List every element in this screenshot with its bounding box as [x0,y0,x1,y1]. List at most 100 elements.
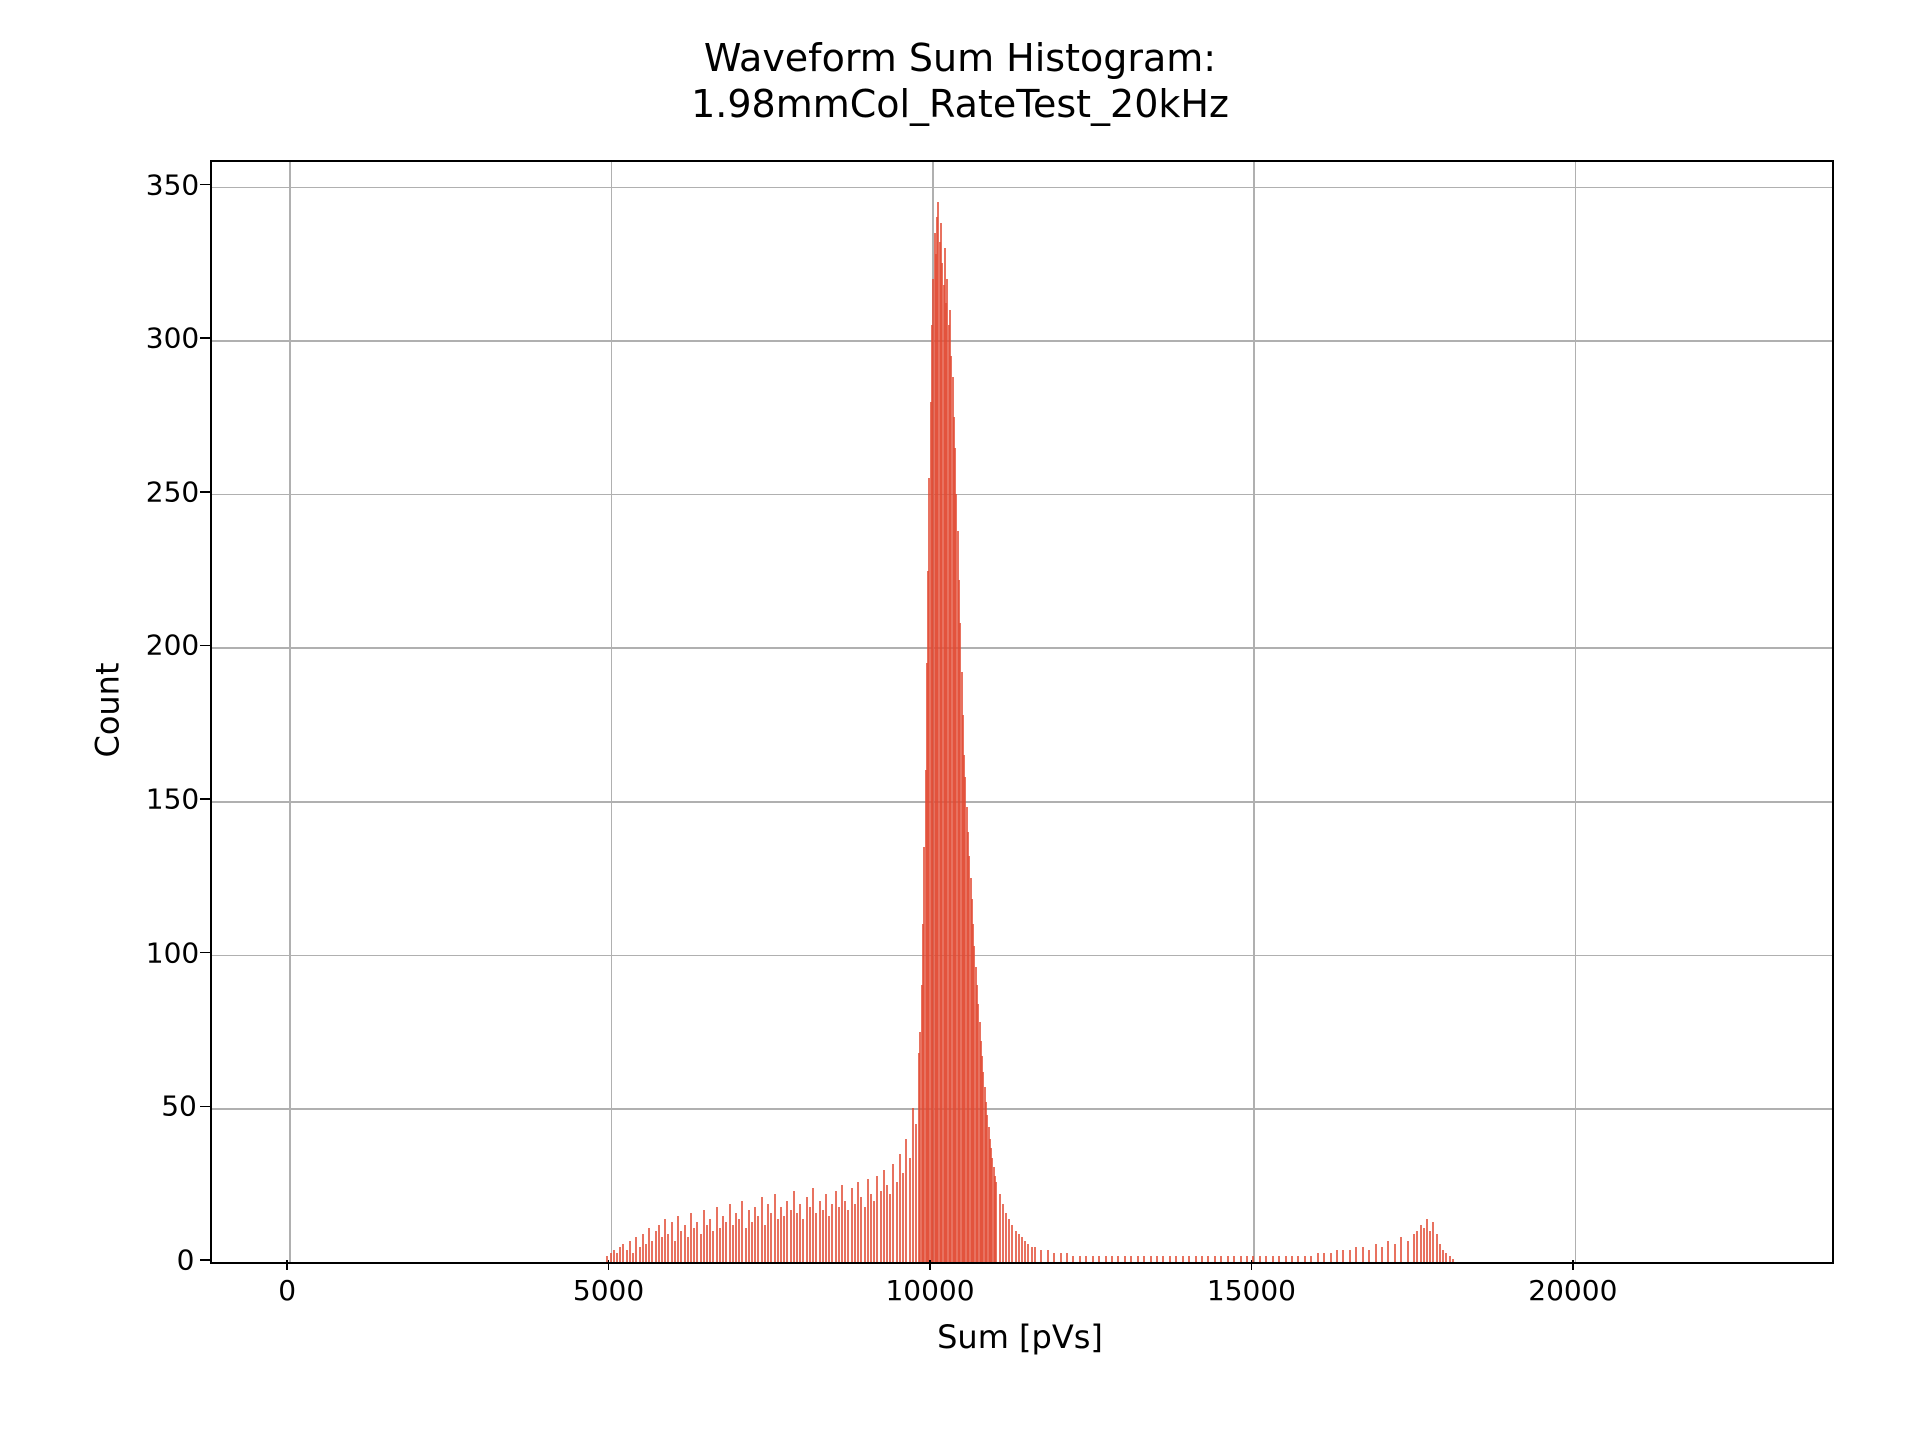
histogram-bar [793,1191,795,1262]
histogram-bar [680,1231,682,1262]
histogram-bar [1130,1256,1132,1262]
histogram-bar [651,1241,653,1263]
histogram-bar [722,1216,724,1262]
histogram-bar [880,1191,882,1262]
histogram-bar [642,1234,644,1262]
x-tick-label: 15000 [1207,1274,1296,1307]
histogram-bar [1124,1256,1126,1262]
histogram-bar [1027,1244,1029,1262]
histogram-bar [770,1213,772,1262]
histogram-bar [767,1204,769,1262]
histogram-bar [873,1201,875,1262]
histogram-bar [995,1182,997,1262]
x-tick [286,1260,288,1270]
histogram-bar [905,1139,907,1262]
y-tick [200,952,210,954]
histogram-bar [1220,1256,1222,1262]
histogram-bar [1233,1256,1235,1262]
x-tick [1251,1260,1253,1270]
x-tick [1572,1260,1574,1270]
x-tick [929,1260,931,1270]
gridline-h [212,801,1832,803]
histogram-bar [1285,1256,1287,1262]
histogram-bar [1330,1253,1332,1262]
histogram-bar [1413,1234,1415,1262]
histogram-bar [658,1225,660,1262]
histogram-bar [619,1247,621,1262]
histogram-bar [1053,1253,1055,1262]
y-tick [200,645,210,647]
gridline-h [212,1262,1832,1264]
histogram-bar [645,1244,647,1262]
histogram-bar [860,1197,862,1262]
histogram-bar [1445,1253,1447,1262]
histogram-bar [1416,1231,1418,1262]
histogram-bar [809,1207,811,1262]
histogram-bar [639,1247,641,1262]
histogram-bar [738,1219,740,1262]
histogram-bar [1066,1253,1068,1262]
histogram-bar [1188,1256,1190,1262]
histogram-bar [1011,1225,1013,1262]
histogram-bar [1259,1256,1261,1262]
y-tick-label: 50 [161,1090,197,1123]
y-tick [200,1259,210,1261]
histogram-bar [1355,1247,1357,1262]
histogram-bar [1336,1250,1338,1262]
histogram-bar [748,1210,750,1262]
histogram-bar [847,1210,849,1262]
histogram-bar [1195,1256,1197,1262]
histogram-bar [655,1231,657,1262]
histogram-bar [1137,1256,1139,1262]
histogram-bar [1201,1256,1203,1262]
histogram-bar [1117,1256,1119,1262]
chart-title-line2: 1.98mmCol_RateTest_20kHz [0,82,1920,126]
histogram-bar [1156,1256,1158,1262]
histogram-bar [1085,1256,1087,1262]
histogram-bar [729,1204,731,1262]
histogram-bar [757,1216,759,1262]
y-tick-label: 300 [146,322,199,355]
histogram-bar [883,1170,885,1262]
histogram-bar [635,1237,637,1262]
histogram-bar [799,1204,801,1262]
histogram-bar [867,1179,869,1262]
histogram-bar [892,1164,894,1262]
histogram-bar [1362,1247,1364,1262]
histogram-bar [825,1194,827,1262]
x-tick-label: 0 [278,1274,296,1307]
plot-area [210,160,1834,1264]
histogram-bar [796,1213,798,1262]
histogram-bar [761,1197,763,1262]
histogram-bar [1002,1204,1004,1262]
histogram-bar [1021,1237,1023,1262]
histogram-bar [719,1228,721,1262]
histogram-bar [1310,1256,1312,1262]
histogram-bar [780,1207,782,1262]
histogram-bar [732,1225,734,1262]
x-axis-label: Sum [pVs] [937,1318,1103,1356]
histogram-bar [1342,1250,1344,1262]
x-tick [608,1260,610,1270]
histogram-bar [999,1194,1001,1262]
gridline-h [212,494,1832,496]
histogram-bar [1317,1253,1319,1262]
histogram-bar [1040,1250,1042,1262]
histogram-bar [902,1173,904,1262]
histogram-bar [764,1225,766,1262]
histogram-bar [1381,1247,1383,1262]
histogram-bar [674,1241,676,1263]
histogram-bar [712,1231,714,1262]
histogram-bar [1008,1219,1010,1262]
gridline-h [212,647,1832,649]
histogram-bar [1423,1228,1425,1262]
histogram-bar [1252,1256,1254,1262]
histogram-bar [828,1216,830,1262]
y-tick-label: 200 [146,629,199,662]
histogram-bar [1436,1234,1438,1262]
histogram-bar [1015,1231,1017,1262]
histogram-bar [667,1234,669,1262]
histogram-bar [700,1234,702,1262]
y-tick [200,798,210,800]
histogram-bar [661,1237,663,1262]
